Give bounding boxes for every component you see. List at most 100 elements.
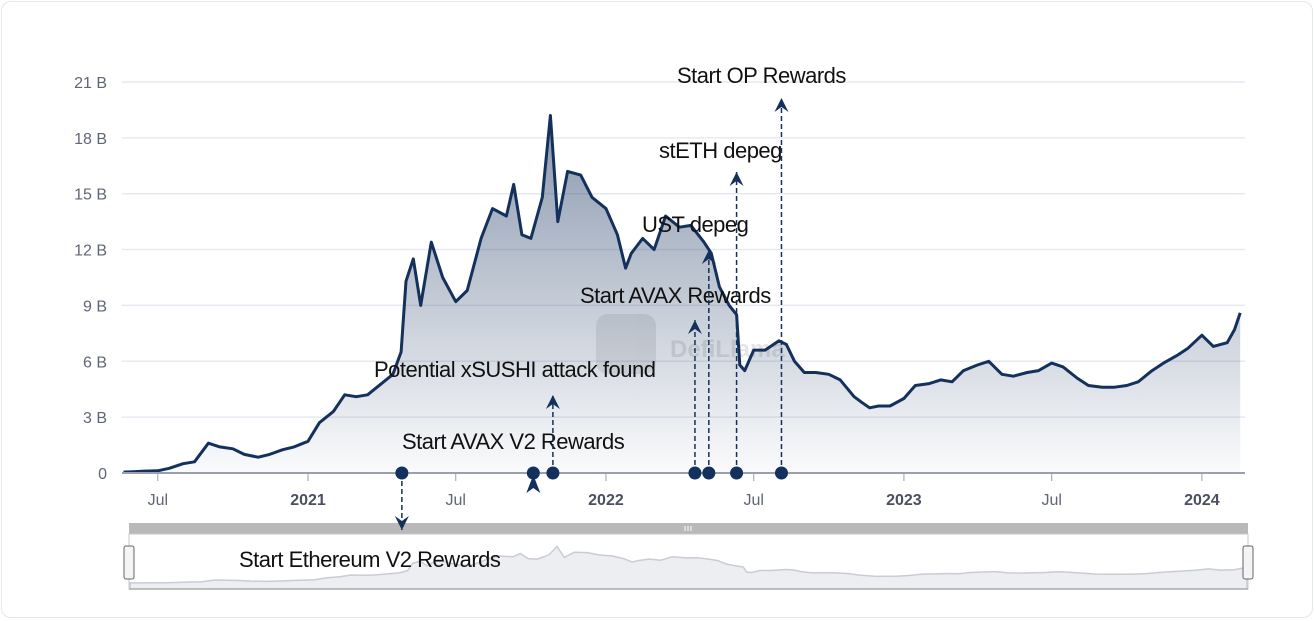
annotation: Start OP Rewards: [677, 63, 847, 480]
data-point: [1238, 311, 1242, 315]
x-tick-label: Jul: [1041, 492, 1061, 509]
data-point: [1200, 333, 1204, 337]
data-point: [1162, 361, 1166, 365]
data-point: [590, 195, 594, 199]
arrowhead-icon: [701, 250, 716, 264]
arrowhead-icon: [687, 320, 702, 334]
annotation-marker: [774, 466, 788, 480]
data-point: [441, 275, 445, 279]
data-point: [624, 266, 628, 270]
data-point: [902, 397, 906, 401]
data-point: [1050, 361, 1054, 365]
data-point: [1225, 341, 1229, 345]
data-point: [404, 279, 408, 283]
data-point: [939, 378, 943, 382]
annotation: Start AVAX V2 Rewards: [402, 429, 625, 493]
data-point: [331, 410, 335, 414]
data-point: [1175, 354, 1179, 358]
annotations: Start Ethereum V2 Rewards Start AVAX V2 R…: [239, 63, 847, 572]
data-point: [927, 382, 931, 386]
data-point: [1150, 369, 1154, 373]
data-point: [702, 240, 706, 244]
arrowhead-icon: [545, 395, 560, 409]
data-point: [838, 378, 842, 382]
annotation-marker: [702, 466, 716, 480]
data-point: [1086, 383, 1090, 387]
annotation-marker: [526, 466, 540, 480]
annotation-marker: [730, 466, 744, 480]
data-point: [218, 445, 222, 449]
annotation-label: stETH depeg: [659, 138, 782, 163]
x-tick-label: 2024: [1184, 492, 1220, 509]
x-tick-label: 2022: [588, 492, 624, 509]
data-point: [512, 182, 516, 186]
data-point: [763, 348, 767, 352]
x-tick-label: Jul: [743, 492, 763, 509]
data-point: [1100, 385, 1104, 389]
data-point: [962, 369, 966, 373]
data-point: [465, 289, 469, 293]
data-point: [802, 370, 806, 374]
data-point: [859, 400, 863, 404]
navigator[interactable]: [123, 523, 1254, 590]
data-point: [793, 359, 797, 363]
y-tick-label: 6 B: [83, 354, 107, 371]
data-point: [504, 214, 508, 218]
data-point: [281, 448, 285, 452]
data-point: [784, 343, 788, 347]
data-point: [604, 207, 608, 211]
data-point: [814, 370, 818, 374]
annotation-label: Potential xSUSHI attack found: [374, 357, 655, 382]
annotation-label: Start Ethereum V2 Rewards: [239, 547, 501, 572]
navigator-area: [129, 545, 1248, 590]
data-point: [1000, 372, 1004, 376]
data-point: [231, 447, 235, 451]
scrollbar-grip-icon[interactable]: [684, 526, 692, 531]
data-point: [399, 350, 403, 354]
data-point: [1233, 328, 1237, 332]
navigator-left-handle[interactable]: [123, 545, 135, 580]
data-point: [411, 257, 415, 261]
data-point: [1136, 380, 1140, 384]
arrowhead-icon: [774, 98, 789, 112]
data-point: [490, 207, 494, 211]
data-point: [479, 236, 483, 240]
data-point: [529, 236, 533, 240]
data-point: [777, 339, 781, 343]
y-axis: 0 3 B 6 B 9 B 12 B 15 B 18 B 21 B: [74, 75, 107, 483]
y-tick-label: 21 B: [74, 75, 107, 92]
annotation-marker: [688, 466, 702, 480]
annotation-label: Start AVAX Rewards: [580, 283, 771, 308]
y-tick-label: 12 B: [74, 243, 107, 260]
data-point: [306, 439, 310, 443]
data-point: [429, 240, 433, 244]
data-point: [950, 380, 954, 384]
data-point: [181, 462, 185, 466]
data-point: [1037, 369, 1041, 373]
y-tick-label: 3 B: [83, 410, 107, 427]
annotation-label: Start AVAX V2 Rewards: [402, 429, 625, 454]
annotation-marker: [546, 466, 560, 480]
x-tick-label: 2023: [886, 492, 922, 509]
data-point: [566, 169, 570, 173]
navigator-right-handle[interactable]: [1242, 545, 1254, 580]
data-point: [206, 441, 210, 445]
annotation: UST depeg: [642, 212, 749, 480]
data-point: [868, 406, 872, 410]
arrowhead-icon: [394, 516, 409, 530]
arrowhead-icon: [729, 172, 744, 186]
data-point: [256, 455, 260, 459]
data-point: [987, 359, 991, 363]
data-point: [629, 251, 633, 255]
x-axis: Jul 2021 Jul 2022 Jul 2023 Jul 2024: [148, 473, 1220, 509]
data-point: [1011, 374, 1015, 378]
data-point: [913, 383, 917, 387]
data-point: [615, 233, 619, 237]
tvl-line: [123, 114, 1242, 474]
data-point: [888, 404, 892, 408]
annotation-marker: [395, 466, 409, 480]
data-point: [167, 466, 171, 470]
data-point: [343, 393, 347, 397]
data-point: [556, 220, 560, 224]
data-point: [975, 363, 979, 367]
